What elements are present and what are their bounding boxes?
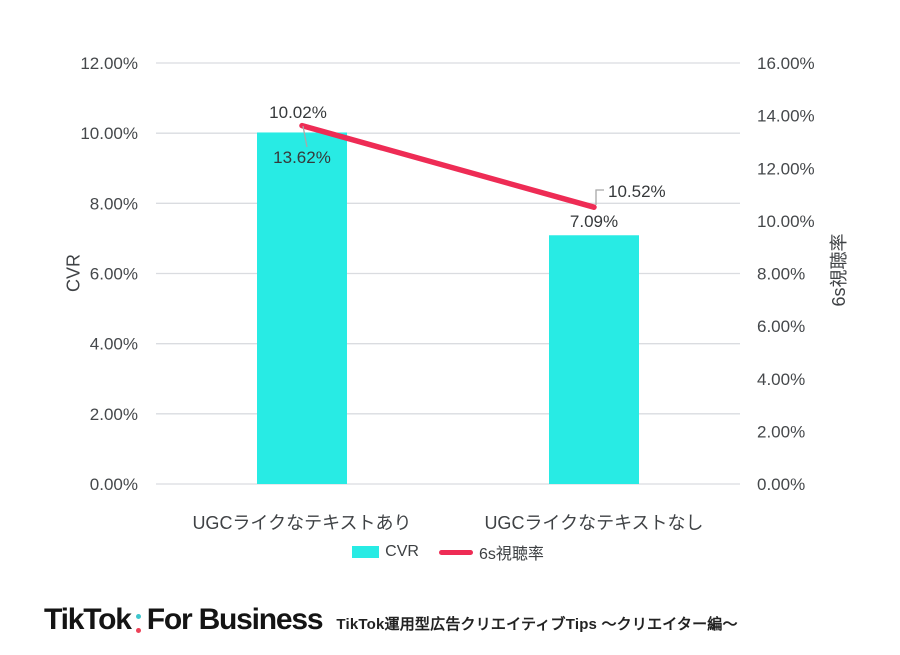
legend-swatch-cvr	[352, 546, 380, 558]
logo-for-business-text: For Business	[146, 603, 324, 636]
right-axis-tick-label: 2.00%	[757, 422, 805, 441]
bar-cvr	[549, 235, 639, 484]
bar-value-label: 10.02%	[269, 103, 327, 122]
footer: TikTok For Business TikTok運用型広告クリエイティブTi…	[44, 603, 738, 637]
legend-label-cvr: CVR	[385, 543, 419, 560]
logo-colon-dot-red	[135, 628, 141, 633]
left-axis-tick-label: 10.00%	[80, 124, 138, 143]
right-axis-tick-label: 14.00%	[757, 107, 815, 126]
line-value-label: 13.62%	[273, 148, 331, 167]
legend-label-6s: 6s視聴率	[478, 546, 544, 563]
bar-value-label: 7.09%	[570, 212, 618, 231]
right-axis-tick-label: 8.00%	[757, 265, 805, 284]
left-axis-tick-label: 0.00%	[90, 475, 138, 494]
right-axis-tick-label: 10.00%	[757, 212, 815, 231]
left-axis-tick-label: 4.00%	[90, 335, 138, 354]
category-label: UGCライクなテキストなし	[484, 513, 703, 533]
right-axis-tick-label: 0.00%	[757, 475, 805, 494]
left-axis-tick-label: 2.00%	[90, 405, 138, 424]
line-label-leader	[595, 189, 604, 205]
right-axis-tick-label: 16.00%	[757, 54, 815, 73]
line-6s-view-rate	[299, 122, 597, 210]
left-axis-title: CVR	[63, 253, 84, 293]
legend: CVR 6s視聴率	[156, 540, 740, 564]
right-axis-tick-label: 6.00%	[757, 317, 805, 336]
right-axis-tick-label: 12.00%	[757, 159, 815, 178]
footer-caption: TikTok運用型広告クリエイティブTips ～クリエイター編～	[336, 616, 738, 633]
category-label: UGCライクなテキストあり	[192, 513, 411, 533]
logo-colon-dot-cyan	[135, 614, 141, 619]
bar-cvr	[257, 132, 347, 484]
legend-swatch-6s	[438, 549, 473, 555]
bar-label-leader	[302, 125, 308, 148]
line-value-label: 10.52%	[608, 182, 666, 201]
right-axis-title: 6s視聴率	[829, 233, 849, 307]
right-axis-tick-label: 4.00%	[757, 370, 805, 389]
left-axis-tick-label: 6.00%	[90, 265, 138, 284]
left-axis-tick-label: 8.00%	[90, 194, 138, 213]
logo-colon-icon	[135, 611, 142, 635]
combo-chart: 0.00% 2.00% 4.00% 6.00% 8.00% 10.00% 12.00% 0.0…	[80, 54, 815, 533]
tiktok-for-business-logo: TikTok For Business	[44, 603, 324, 637]
left-axis-tick-label: 12.00%	[80, 54, 138, 73]
logo-tiktok-text: TikTok	[44, 603, 132, 636]
